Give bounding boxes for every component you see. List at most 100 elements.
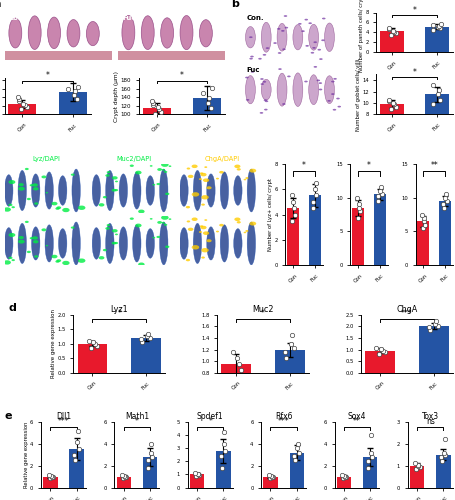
Point — [288, 192, 295, 200]
Circle shape — [243, 179, 246, 180]
Ellipse shape — [309, 24, 318, 50]
Point — [147, 448, 154, 456]
Text: Fuc: Fuc — [8, 220, 20, 224]
Point — [155, 106, 162, 114]
Point — [192, 469, 199, 477]
Point — [14, 93, 21, 101]
Y-axis label: Number of paneth cells/ crypt: Number of paneth cells/ crypt — [359, 0, 364, 72]
Ellipse shape — [92, 228, 101, 260]
Point — [385, 24, 393, 32]
Circle shape — [243, 232, 246, 234]
Point — [196, 471, 203, 479]
Circle shape — [249, 222, 256, 226]
Ellipse shape — [160, 169, 168, 212]
Point — [430, 100, 437, 108]
Circle shape — [261, 83, 264, 85]
Circle shape — [115, 180, 118, 182]
Bar — [410, 466, 425, 487]
Circle shape — [237, 221, 241, 224]
Circle shape — [27, 198, 31, 200]
Circle shape — [287, 76, 291, 78]
Circle shape — [56, 206, 61, 209]
Circle shape — [30, 184, 34, 186]
Ellipse shape — [220, 172, 228, 209]
Point — [121, 472, 128, 480]
Title: Sox4: Sox4 — [348, 412, 366, 421]
Point — [390, 28, 398, 36]
Ellipse shape — [247, 222, 256, 265]
Text: b: b — [231, 0, 238, 8]
Circle shape — [333, 109, 336, 110]
Circle shape — [114, 242, 118, 244]
Y-axis label: Relative gene expression: Relative gene expression — [24, 422, 29, 488]
Circle shape — [203, 178, 209, 182]
Circle shape — [164, 171, 167, 173]
Circle shape — [111, 189, 116, 192]
Circle shape — [246, 99, 249, 101]
Ellipse shape — [234, 228, 242, 258]
Circle shape — [199, 178, 202, 180]
Circle shape — [103, 196, 107, 198]
Point — [20, 100, 27, 108]
Bar — [425, 27, 449, 52]
Ellipse shape — [293, 24, 303, 50]
Point — [91, 340, 98, 347]
Point — [378, 190, 385, 198]
Ellipse shape — [106, 224, 114, 264]
Circle shape — [201, 204, 205, 206]
Text: Con: Con — [9, 15, 24, 21]
Circle shape — [319, 58, 323, 60]
Point — [291, 210, 298, 218]
Title: Muc2: Muc2 — [253, 305, 274, 314]
Point — [354, 214, 361, 222]
Circle shape — [245, 76, 249, 78]
Point — [437, 96, 444, 104]
Circle shape — [216, 178, 219, 180]
Point — [375, 197, 382, 205]
Circle shape — [188, 228, 193, 231]
Point — [265, 472, 272, 480]
Point — [199, 89, 206, 97]
Text: *: * — [413, 68, 416, 77]
Circle shape — [249, 58, 253, 59]
Ellipse shape — [324, 76, 334, 104]
Point — [341, 472, 348, 480]
Bar — [337, 476, 351, 488]
Point — [420, 218, 428, 226]
Point — [85, 337, 92, 345]
Text: Fuc: Fuc — [247, 68, 260, 73]
Circle shape — [263, 100, 267, 101]
Circle shape — [34, 255, 38, 258]
Bar — [417, 222, 429, 266]
Circle shape — [284, 15, 287, 17]
Point — [205, 98, 212, 106]
Point — [194, 470, 201, 478]
Point — [122, 473, 130, 481]
Circle shape — [18, 187, 25, 190]
Point — [442, 194, 449, 202]
Point — [137, 336, 145, 344]
Circle shape — [162, 222, 165, 224]
Ellipse shape — [5, 174, 13, 206]
Circle shape — [56, 260, 60, 263]
Circle shape — [201, 195, 209, 200]
Circle shape — [266, 47, 269, 49]
Point — [220, 440, 228, 448]
Circle shape — [165, 192, 169, 195]
Circle shape — [56, 208, 60, 210]
Ellipse shape — [293, 73, 303, 106]
Point — [291, 452, 298, 460]
Title: Lyz/DAPI: Lyz/DAPI — [33, 156, 61, 162]
Circle shape — [199, 231, 202, 233]
Circle shape — [263, 81, 266, 82]
Ellipse shape — [9, 18, 22, 48]
Ellipse shape — [72, 169, 81, 212]
Circle shape — [3, 208, 11, 212]
Circle shape — [106, 224, 110, 226]
Bar — [131, 338, 161, 373]
Circle shape — [251, 71, 254, 72]
Text: *: * — [135, 417, 139, 426]
Point — [356, 207, 364, 215]
Title: Dll1: Dll1 — [56, 412, 71, 421]
Ellipse shape — [119, 227, 127, 260]
